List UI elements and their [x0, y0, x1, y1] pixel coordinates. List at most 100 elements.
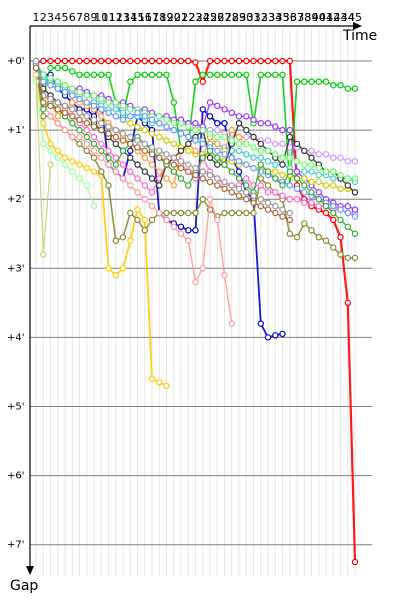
data-point: [83, 140, 91, 148]
x-tick-label: 26: [210, 11, 224, 24]
x-tick-label: 38: [297, 11, 311, 24]
data-point: [192, 278, 199, 286]
data-point: [315, 164, 322, 172]
data-point: [141, 216, 148, 224]
data-point: [330, 209, 337, 217]
data-point: [90, 147, 98, 154]
data-point: [221, 272, 228, 279]
data-point: [127, 133, 134, 141]
data-point: [163, 382, 170, 389]
data-point: [351, 206, 359, 213]
data-point: [148, 175, 156, 182]
data-point: [199, 175, 206, 182]
data-point: [192, 147, 199, 154]
data-point: [272, 57, 279, 65]
data-point: [206, 171, 214, 179]
data-point: [119, 233, 127, 241]
data-point: [279, 182, 286, 189]
data-point: [170, 126, 177, 134]
data-point: [98, 140, 105, 148]
data-point: [221, 178, 228, 186]
data-point: [170, 57, 177, 65]
data-point: [337, 233, 344, 241]
data-point: [61, 64, 69, 72]
data-point: [301, 78, 308, 85]
data-point: [243, 57, 250, 65]
data-point: [76, 95, 83, 103]
data-point: [337, 154, 344, 161]
data-point: [170, 99, 177, 106]
data-point: [69, 157, 76, 165]
data-point: [54, 113, 62, 120]
data-point: [54, 106, 62, 113]
data-point: [301, 161, 308, 168]
data-point: [221, 71, 228, 79]
data-point: [83, 119, 91, 127]
data-point: [221, 185, 228, 192]
x-tick-label: 8: [83, 11, 90, 24]
data-point: [47, 102, 54, 110]
data-point: [322, 237, 330, 244]
data-point: [192, 137, 199, 144]
data-point: [185, 227, 192, 234]
data-point: [228, 209, 235, 217]
data-point: [47, 161, 54, 168]
data-point: [148, 57, 156, 65]
data-point: [83, 92, 91, 99]
data-point: [206, 71, 214, 79]
data-point: [264, 157, 272, 165]
data-point: [105, 265, 112, 272]
data-point: [286, 182, 293, 189]
data-point: [98, 113, 105, 120]
data-point: [47, 64, 54, 72]
data-point: [315, 195, 322, 203]
data-point: [272, 209, 279, 217]
data-point: [199, 265, 206, 272]
data-point: [206, 154, 214, 161]
data-point: [98, 95, 105, 103]
data-point: [199, 168, 206, 175]
data-point: [257, 195, 264, 203]
x-tick-label: 4: [54, 11, 61, 24]
x-tick-label: 3: [47, 11, 54, 24]
data-point: [308, 154, 315, 161]
series-line: [32, 57, 293, 217]
data-point: [264, 334, 272, 341]
data-point: [272, 202, 279, 210]
data-point: [83, 57, 91, 65]
data-point: [127, 182, 134, 189]
data-point: [337, 251, 344, 258]
data-point: [235, 147, 243, 154]
data-point: [141, 182, 148, 189]
x-tick-label: 27: [218, 11, 232, 24]
data-point: [351, 213, 359, 220]
data-point: [69, 99, 76, 106]
data-point: [206, 99, 214, 106]
data-point: [90, 202, 98, 210]
data-point: [264, 189, 272, 196]
data-point: [112, 168, 120, 175]
data-point: [228, 189, 235, 196]
data-point: [257, 182, 264, 189]
data-point: [264, 147, 272, 154]
data-point: [322, 182, 330, 189]
x-tick-label: 6: [69, 11, 76, 24]
data-point: [301, 189, 308, 196]
data-point: [301, 182, 308, 189]
data-point: [148, 375, 156, 383]
data-point: [119, 265, 127, 272]
data-point: [112, 106, 120, 113]
data-point: [185, 161, 192, 168]
x-tick-label: 15: [131, 11, 145, 24]
data-point: [76, 133, 83, 141]
data-point: [170, 168, 177, 175]
data-point: [344, 85, 351, 92]
data-point: [221, 209, 228, 217]
data-point: [177, 57, 185, 65]
data-point: [163, 157, 170, 165]
data-point: [272, 175, 279, 182]
data-point: [61, 161, 69, 168]
data-point: [141, 126, 148, 134]
data-point: [127, 57, 134, 65]
x-tick-label: 9: [91, 11, 98, 24]
